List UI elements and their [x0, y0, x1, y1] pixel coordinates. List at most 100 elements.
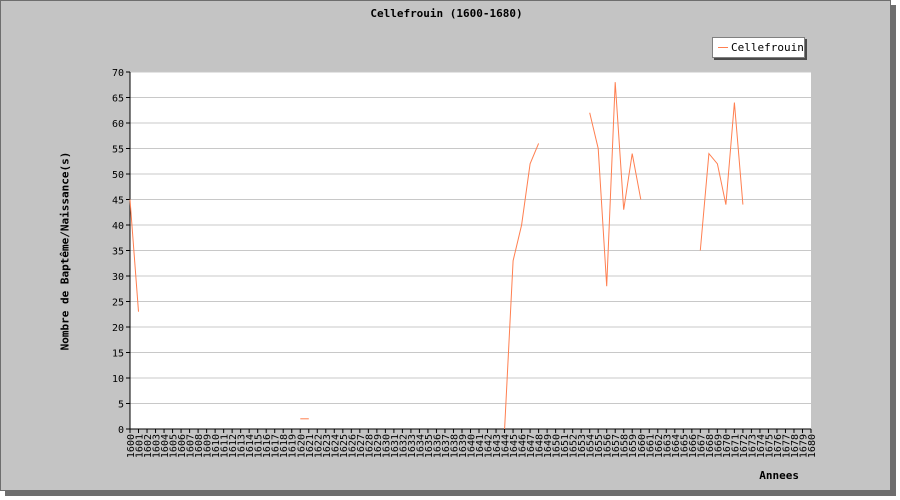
- x-tick-label: 1607: [186, 434, 197, 458]
- x-tick-label: 1631: [390, 434, 401, 458]
- x-tick-label: 1625: [339, 434, 350, 458]
- x-tick-label: 1650: [552, 434, 563, 458]
- legend-label: Cellefrouin: [731, 41, 804, 54]
- x-tick-label: 1656: [603, 434, 614, 458]
- x-tick-label: 1640: [467, 434, 478, 458]
- x-tick-label: 1624: [330, 434, 341, 458]
- series-line-segment: [699, 102, 744, 251]
- x-tick-label: 1632: [398, 434, 409, 458]
- x-tick-label: 1619: [288, 434, 299, 458]
- x-tick-label: 1604: [160, 434, 171, 458]
- x-tick-label: 1675: [764, 434, 775, 458]
- x-tick-label: 1665: [679, 434, 690, 458]
- x-tick-label: 1646: [518, 434, 529, 458]
- x-tick-label: 1609: [203, 434, 214, 458]
- x-tick-label: 1623: [322, 434, 333, 458]
- x-tick-label: 1611: [220, 434, 231, 458]
- y-tick-label: 45: [112, 196, 124, 207]
- x-tick-label: 1629: [373, 434, 384, 458]
- x-tick-label: 1627: [356, 434, 367, 458]
- legend: Cellefrouin: [712, 37, 805, 58]
- x-tick-label: 1653: [577, 434, 588, 458]
- x-tick-label: 1663: [662, 434, 673, 458]
- x-tick-label: 1618: [279, 434, 290, 458]
- x-tick-label: 1662: [654, 434, 665, 458]
- x-tick-label: 1602: [143, 434, 154, 458]
- y-tick-label: 35: [112, 247, 124, 258]
- x-tick-label: 1659: [628, 434, 639, 458]
- x-tick-label: 1641: [475, 434, 486, 458]
- x-tick-label: 1654: [586, 434, 597, 458]
- x-tick-label: 1605: [169, 434, 180, 458]
- x-tick-label: 1667: [696, 434, 707, 458]
- x-tick-label: 1660: [637, 434, 648, 458]
- series-line-segment: [589, 82, 642, 287]
- x-tick-label: 1658: [620, 434, 631, 458]
- y-tick-label: 60: [112, 119, 124, 130]
- x-tick-label: 1651: [560, 434, 571, 458]
- x-tick-label: 1617: [271, 434, 282, 458]
- x-tick-label: 1669: [713, 434, 724, 458]
- x-tick-label: 1676: [773, 434, 784, 458]
- x-tick-label: 1674: [756, 434, 767, 458]
- y-tick-label: 55: [112, 145, 124, 156]
- y-tick-label: 5: [118, 400, 124, 411]
- x-tick-label: 1652: [569, 434, 580, 458]
- y-tick-label: 30: [112, 272, 124, 283]
- chart-title: Cellefrouin (1600-1680): [370, 7, 523, 20]
- x-tick-label: 1608: [194, 434, 205, 458]
- y-tick-label: 20: [112, 323, 124, 334]
- x-tick-label: 1633: [407, 434, 418, 458]
- x-tick-label: 1638: [449, 434, 460, 458]
- y-tick-label: 25: [112, 298, 124, 309]
- x-tick-label: 1666: [688, 434, 699, 458]
- x-tick-label: 1657: [611, 434, 622, 458]
- legend-swatch: [718, 47, 728, 48]
- x-tick-label: 1630: [381, 434, 392, 458]
- x-tick-label: 1648: [535, 434, 546, 458]
- x-tick-label: 1643: [492, 434, 503, 458]
- x-tick-label: 1649: [543, 434, 554, 458]
- x-tick-label: 1610: [211, 434, 222, 458]
- series-line-segment: [504, 143, 540, 430]
- x-tick-label: 1680: [807, 434, 818, 458]
- y-tick-label: 0: [118, 425, 124, 436]
- x-tick-label: 1603: [152, 434, 163, 458]
- x-tick-label: 1620: [296, 434, 307, 458]
- x-tick-label: 1661: [645, 434, 656, 458]
- x-tick-label: 1628: [364, 434, 375, 458]
- series-line-segment: [129, 199, 139, 312]
- x-tick-label: 1601: [135, 434, 146, 458]
- x-tick-label: 1670: [722, 434, 733, 458]
- x-tick-label: 1635: [424, 434, 435, 458]
- y-tick-label: 10: [112, 374, 124, 385]
- y-tick-label: 65: [112, 94, 124, 105]
- x-tick-label: 1678: [790, 434, 801, 458]
- x-tick-label: 1647: [526, 434, 537, 458]
- x-tick-label: 1600: [126, 434, 137, 458]
- x-tick-label: 1612: [228, 434, 239, 458]
- x-tick-label: 1671: [730, 434, 741, 458]
- x-axis-label: Annees: [759, 469, 799, 482]
- x-tick-label: 1637: [441, 434, 452, 458]
- x-tick-label: 1606: [177, 434, 188, 458]
- x-tick-label: 1615: [254, 434, 265, 458]
- x-tick-label: 1645: [509, 434, 520, 458]
- x-tick-label: 1621: [305, 434, 316, 458]
- x-tick-label: 1639: [458, 434, 469, 458]
- y-tick-label: 40: [112, 221, 124, 232]
- x-tick-label: 1642: [484, 434, 495, 458]
- x-tick-label: 1664: [671, 434, 682, 458]
- y-tick-label: 15: [112, 349, 124, 360]
- x-tick-label: 1672: [739, 434, 750, 458]
- x-tick-label: 1622: [313, 434, 324, 458]
- x-tick-label: 1655: [594, 434, 605, 458]
- x-tick-label: 1614: [245, 434, 256, 458]
- x-tick-label: 1626: [347, 434, 358, 458]
- x-tick-label: 1644: [501, 434, 512, 458]
- x-tick-label: 1616: [262, 434, 273, 458]
- x-tick-label: 1613: [237, 434, 248, 458]
- x-tick-label: 1673: [747, 434, 758, 458]
- x-tick-label: 1677: [781, 434, 792, 458]
